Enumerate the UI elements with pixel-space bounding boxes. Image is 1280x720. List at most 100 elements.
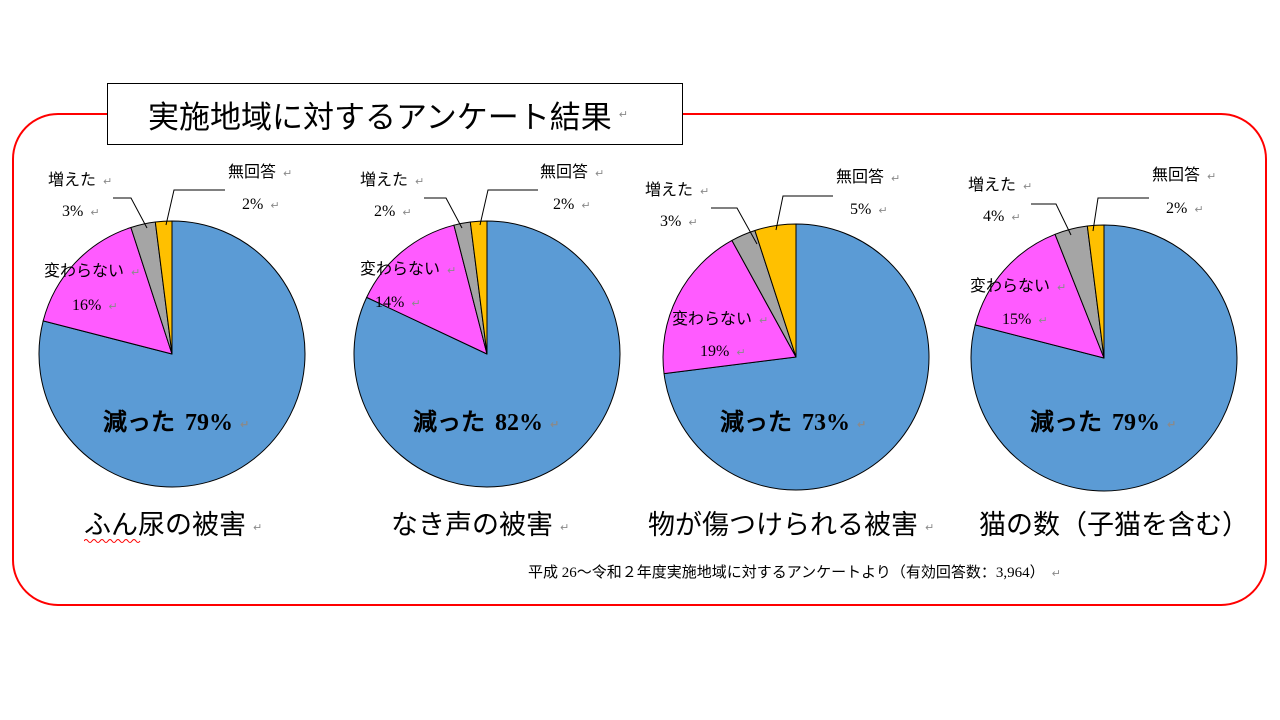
- label-no-answer: 無回答 ↵: [228, 163, 292, 182]
- paragraph-mark: ↵: [618, 107, 628, 121]
- value-text: 16%: [72, 297, 102, 314]
- category-text: 減った: [720, 410, 792, 436]
- paragraph-mark: ↵: [736, 345, 746, 359]
- category-text: 増えた: [360, 172, 409, 189]
- value-text: 2%: [553, 196, 575, 213]
- chart-title: ふん尿の被害 ↵: [84, 509, 262, 541]
- paragraph-mark: ↵: [103, 174, 113, 188]
- paragraph-mark: ↵: [270, 198, 280, 212]
- paragraph-mark: ↵: [1023, 179, 1033, 193]
- label-decreased: 減った 79% ↵: [1030, 409, 1176, 438]
- label-increased: 増えた ↵: [48, 171, 112, 190]
- pie-slice-decreased: [663, 223, 930, 491]
- paragraph-mark: ↵: [550, 417, 560, 431]
- value-increased: 3% ↵: [62, 202, 100, 221]
- paragraph-mark: ↵: [1011, 210, 1021, 224]
- label-unchanged: 変わらない ↵: [672, 310, 768, 329]
- leader-line-increased: [424, 197, 463, 229]
- source-note-text: 平成 26～令和２年度実施地域に対するアンケートより（有効回答数：3,964）: [528, 565, 1045, 581]
- value-text: 14%: [375, 294, 405, 311]
- paragraph-mark: ↵: [447, 263, 457, 277]
- label-increased: 増えた ↵: [968, 176, 1032, 195]
- value-no-answer: 2% ↵: [1166, 199, 1204, 218]
- value-increased: 4% ↵: [983, 207, 1021, 226]
- label-no-answer: 無回答 ↵: [836, 168, 900, 187]
- title-box: 実施地域に対するアンケート結果 ↵: [107, 83, 683, 145]
- paragraph-mark: ↵: [240, 417, 250, 431]
- pie-chart-cat-count: [970, 224, 1238, 492]
- value-text: 2%: [242, 196, 264, 213]
- chart-title: 物が傷つけられる被害 ↵: [648, 509, 934, 541]
- label-increased: 増えた ↵: [360, 171, 424, 190]
- chart-title-text: 猫の数（子猫を含む）: [979, 510, 1249, 540]
- chart-title: なき声の被害 ↵: [391, 509, 569, 541]
- paragraph-mark: ↵: [688, 215, 698, 229]
- paragraph-mark: ↵: [857, 417, 867, 431]
- pie-chart-meowing-damage: [353, 220, 621, 488]
- pie-chart-property-damage: [662, 223, 930, 491]
- category-text: 変わらない: [970, 278, 1051, 295]
- value-text: 19%: [700, 343, 730, 360]
- value-increased: 3% ↵: [660, 212, 698, 231]
- value-no-answer: 2% ↵: [553, 195, 591, 214]
- category-text: 減った: [1030, 410, 1102, 436]
- chart-title: 猫の数（子猫を含む）: [979, 509, 1249, 541]
- pie-slice-unchanged: [974, 233, 1105, 359]
- paragraph-mark: ↵: [925, 521, 935, 535]
- value-text: 3%: [660, 213, 682, 230]
- paragraph-mark: ↵: [131, 265, 141, 279]
- paragraph-mark: ↵: [581, 198, 591, 212]
- paragraph-mark: ↵: [108, 299, 118, 313]
- category-text: 無回答: [1152, 167, 1201, 184]
- value-increased: 2% ↵: [374, 202, 412, 221]
- paragraph-mark: ↵: [402, 205, 412, 219]
- title-text: 実施地域に対するアンケート結果: [148, 99, 612, 135]
- paragraph-mark: ↵: [253, 521, 263, 535]
- pie-slice-unchanged: [366, 224, 488, 355]
- leader-line-no-answer: [165, 189, 225, 226]
- value-unchanged: 15% ↵: [1002, 310, 1048, 329]
- chart-title-text: なき声の被害: [391, 510, 553, 540]
- spellcheck-underline: [84, 539, 141, 543]
- paragraph-mark: ↵: [1038, 313, 1048, 327]
- source-note: 平成 26～令和２年度実施地域に対するアンケートより（有効回答数：3,964） ↵: [528, 564, 1061, 582]
- value-text: 82%: [495, 410, 543, 436]
- category-text: 変わらない: [360, 261, 441, 278]
- paragraph-mark: ↵: [1167, 417, 1177, 431]
- paragraph-mark: ↵: [1057, 280, 1067, 294]
- value-text: 5%: [850, 201, 872, 218]
- category-text: 増えた: [968, 177, 1017, 194]
- value-text: 3%: [62, 203, 84, 220]
- chart-title-text: 物が傷つけられる被害: [648, 510, 918, 540]
- pie-chart-excrement-damage: [38, 220, 306, 488]
- label-unchanged: 変わらない ↵: [360, 260, 456, 279]
- pie-slice-no-answer: [1086, 224, 1105, 359]
- paragraph-mark: ↵: [595, 166, 605, 180]
- leader-line-increased: [1031, 203, 1072, 236]
- pie-slice-unchanged: [662, 239, 797, 375]
- value-text: 79%: [1112, 410, 1160, 436]
- leader-line-increased: [711, 207, 758, 245]
- category-text: 変わらない: [672, 311, 753, 328]
- pie-slice-no-answer: [154, 220, 173, 355]
- paragraph-mark: ↵: [560, 521, 570, 535]
- label-decreased: 減った 73% ↵: [720, 409, 866, 438]
- paragraph-mark: ↵: [878, 203, 888, 217]
- paragraph-mark: ↵: [90, 205, 100, 219]
- value-unchanged: 14% ↵: [375, 293, 421, 312]
- label-no-answer: 無回答 ↵: [540, 163, 604, 182]
- value-no-answer: 2% ↵: [242, 195, 280, 214]
- value-unchanged: 16% ↵: [72, 296, 118, 315]
- paragraph-mark: ↵: [759, 313, 769, 327]
- leader-line-increased: [113, 197, 148, 229]
- category-text: 変わらない: [44, 263, 125, 280]
- leader-line-no-answer: [1092, 197, 1149, 232]
- value-unchanged: 19% ↵: [700, 342, 746, 361]
- paragraph-mark: ↵: [411, 296, 421, 310]
- paragraph-mark: ↵: [415, 174, 425, 188]
- value-no-answer: 5% ↵: [850, 200, 888, 219]
- leader-line-no-answer: [775, 195, 833, 231]
- value-text: 15%: [1002, 311, 1032, 328]
